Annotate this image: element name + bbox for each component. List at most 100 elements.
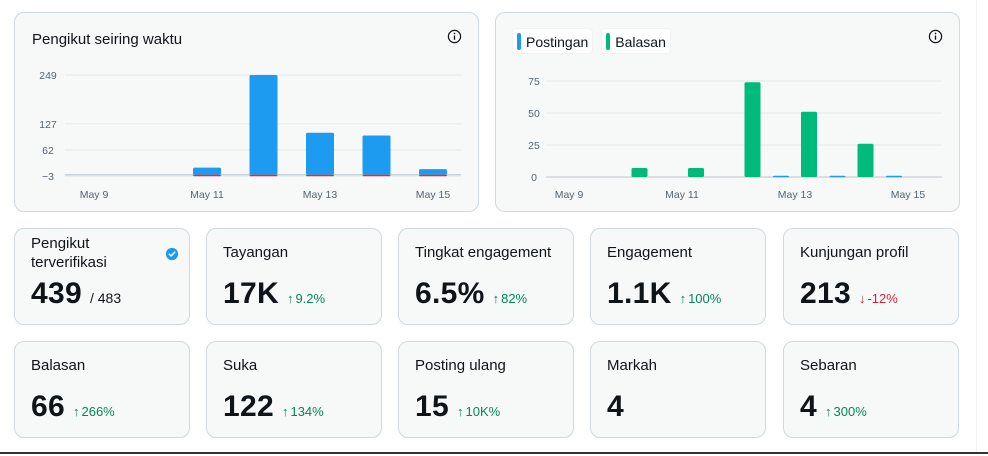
bar — [306, 132, 334, 175]
activity-bar-chart: 75 50 25 0 May 9 May 11 May 13 May 15 — [528, 76, 942, 201]
bar — [857, 143, 874, 177]
delta-value: 9.2% — [295, 291, 326, 306]
arrow-up-icon: ↑ — [825, 404, 832, 419]
bar — [362, 174, 391, 177]
stat-delta: ↑ 9.2% — [287, 291, 325, 306]
stat-label: Balasan — [31, 357, 86, 374]
delta-value: 266% — [81, 404, 115, 419]
stat-delta: ↑ 100% — [680, 291, 722, 306]
stat-value: 4 — [800, 390, 817, 423]
stat-label: Sebaran — [800, 357, 857, 374]
y-tick-label: 50 — [528, 108, 540, 120]
followers-bar-chart: 249 127 62 −3 May 9 May 11 May 13 May 15 — [39, 70, 461, 201]
stat-total: / 483 — [89, 290, 122, 306]
stat-card-replies[interactable]: Balasan 66 ↑ 266% — [14, 341, 190, 438]
x-tick-label: May 13 — [778, 189, 813, 201]
x-tick-label: May 15 — [891, 189, 926, 201]
stat-value: 213 — [800, 277, 851, 310]
legend-postingan-label: Postingan — [526, 33, 589, 50]
stat-delta: ↓ -12% — [859, 291, 898, 306]
stat-value-row: 66 ↑ 266% — [31, 390, 115, 424]
arrow-up-icon: ↑ — [492, 291, 500, 306]
stat-card-engagement-rate[interactable]: Tingkat engagement 6.5% ↑ 82% — [398, 228, 574, 325]
bar — [249, 75, 278, 175]
delta-value: -12% — [867, 291, 898, 306]
arrow-up-icon: ↑ — [286, 291, 294, 306]
x-tick-label: May 11 — [665, 189, 699, 201]
y-tick-label: 62 — [42, 145, 54, 157]
x-tick-label: May 9 — [80, 189, 109, 201]
stat-delta: ↑ 134% — [282, 404, 324, 419]
delta-value: 10K% — [465, 404, 501, 419]
stat-label: Kunjungan profil — [800, 244, 909, 261]
arrow-up-icon: ↑ — [72, 404, 80, 419]
verified-badge-icon — [165, 247, 179, 261]
bar — [773, 175, 789, 178]
stat-value-row: 122 ↑ 134% — [223, 390, 324, 424]
bar — [631, 168, 648, 177]
bar — [306, 174, 334, 177]
stat-value: 6.5% — [415, 277, 485, 310]
bar — [419, 174, 447, 177]
bar — [801, 111, 817, 177]
delta-value: 82% — [501, 291, 528, 306]
page-edge-divider — [976, 0, 977, 452]
bar — [193, 167, 221, 175]
stat-value: 1.1K — [607, 277, 672, 310]
x-tick-label: May 15 — [416, 189, 451, 201]
stat-value-row: 1.1K ↑ 100% — [607, 277, 721, 311]
stat-value-row: 4 — [607, 390, 624, 424]
stat-label: Markah — [607, 357, 658, 374]
legend-postingan-swatch — [517, 33, 521, 50]
bar — [193, 174, 221, 177]
stat-card-engagements[interactable]: Engagement 1.1K ↑ 100% — [590, 228, 766, 325]
stat-delta: ↑ 300% — [825, 404, 867, 419]
legend-balasan-label: Balasan — [615, 33, 666, 50]
stat-value-row: 17K ↑ 9.2% — [223, 277, 325, 311]
arrow-up-icon: ↑ — [281, 404, 289, 419]
stat-delta: ↑ 10K% — [457, 404, 500, 419]
stat-label: Pengikut terverifikasi — [31, 235, 107, 271]
legend-postingan[interactable]: Postingan — [512, 28, 594, 54]
y-tick-label: 249 — [39, 70, 57, 82]
stat-card-bookmarks[interactable]: Markah 4 — [590, 341, 766, 438]
stat-delta: ↑ 82% — [493, 291, 528, 306]
x-tick-label: May 11 — [190, 189, 224, 201]
info-icon[interactable] — [928, 29, 943, 44]
stat-label: Suka — [223, 357, 258, 374]
stat-value: 66 — [31, 390, 65, 423]
y-tick-label: 25 — [528, 140, 540, 152]
stat-delta: ↑ 266% — [73, 404, 115, 419]
stat-value-row: 6.5% ↑ 82% — [415, 277, 527, 311]
stat-card-impressions[interactable]: Tayangan 17K ↑ 9.2% — [206, 228, 382, 325]
stat-label: Engagement — [607, 244, 693, 261]
stat-card-reposts[interactable]: Posting ulang 15 ↑ 10K% — [398, 341, 574, 438]
stat-card-verified-followers[interactable]: Pengikut terverifikasi 439 / 483 — [14, 228, 190, 325]
stat-card-profile-visits[interactable]: Kunjungan profil 213 ↓ -12% — [783, 228, 959, 325]
stat-card-shares[interactable]: Sebaran 4 ↑ 300% — [783, 341, 959, 438]
stat-label: Tingkat engagement — [415, 244, 552, 261]
page-bottom-rule — [0, 452, 988, 454]
bar — [249, 174, 278, 177]
stat-value: 17K — [223, 277, 279, 310]
bar — [829, 175, 846, 178]
x-tick-label: May 13 — [303, 189, 338, 201]
delta-value: 134% — [290, 404, 324, 419]
y-tick-label: 127 — [39, 119, 57, 131]
info-icon[interactable] — [447, 29, 462, 44]
chart-legend: Postingan Balasan — [512, 28, 671, 54]
arrow-up-icon: ↑ — [679, 291, 687, 306]
legend-balasan-swatch — [606, 33, 611, 50]
legend-balasan[interactable]: Balasan — [601, 28, 671, 54]
followers-chart-card: Pengikut seiring waktu 249 127 62 −3 May 9 Ma… — [14, 12, 479, 212]
bar — [688, 168, 704, 177]
stat-value: 122 — [223, 390, 274, 423]
arrow-up-icon: ↑ — [456, 404, 464, 419]
stat-card-likes[interactable]: Suka 122 ↑ 134% — [206, 341, 382, 438]
bar — [419, 169, 447, 175]
y-tick-label: 75 — [528, 76, 540, 88]
stat-value-row: 213 ↓ -12% — [800, 277, 898, 311]
delta-value: 300% — [833, 404, 867, 419]
stat-label: Tayangan — [223, 244, 289, 261]
y-tick-label: −3 — [42, 171, 54, 183]
